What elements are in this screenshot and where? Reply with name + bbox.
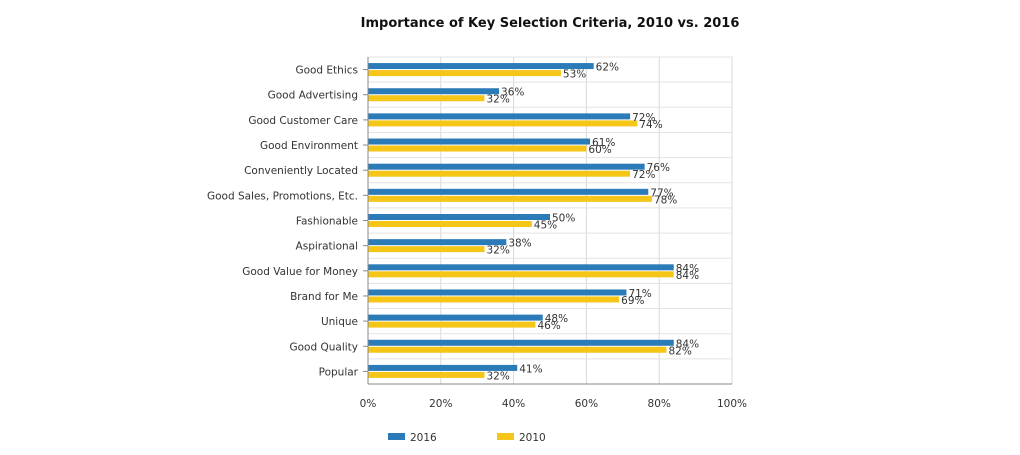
data-label-2010: 78%: [654, 194, 677, 206]
bar-2016: [368, 339, 674, 346]
data-label-2010: 74%: [639, 119, 662, 131]
data-label-2010: 32%: [486, 245, 509, 257]
bar-2010: [368, 170, 631, 177]
bar-2010: [368, 321, 536, 328]
x-axis: 0% 20% 40% 60% 80% 100%: [360, 57, 747, 410]
category-label: Aspirational: [296, 241, 358, 253]
x-tick-label: 100%: [717, 398, 747, 410]
data-label-2016: 41%: [519, 363, 542, 375]
data-label-2016: 50%: [552, 213, 575, 225]
category-label: Popular: [319, 366, 359, 378]
bar-2016: [368, 138, 591, 145]
data-label-2016: 77%: [650, 187, 673, 199]
legend-label-2010: 2010: [519, 432, 546, 444]
category-label: Good Environment: [260, 140, 358, 152]
category-label: Brand for Me: [290, 291, 358, 303]
data-label-2010: 72%: [632, 169, 655, 181]
category-label: Fashionable: [296, 216, 358, 228]
data-label-2010: 82%: [668, 345, 691, 357]
bar-2010: [368, 346, 667, 353]
x-tick-label: 80%: [648, 398, 671, 410]
category-label: Unique: [321, 316, 358, 328]
labels: Good Ethics 62%53%Good Advertising 36%32%G…: [207, 62, 699, 383]
bar-2016: [368, 314, 543, 321]
category-label: Conveniently Located: [244, 165, 358, 177]
x-tick-label: 20%: [429, 398, 452, 410]
legend-swatch-2010: [497, 433, 514, 440]
data-label-2016: 36%: [501, 87, 524, 99]
data-label-2010: 32%: [486, 94, 509, 106]
x-tick-label: 40%: [502, 398, 525, 410]
category-label: Good Customer Care: [248, 115, 358, 127]
grid: [367, 56, 733, 385]
data-label-2016: 84%: [676, 338, 699, 350]
bar-2016: [368, 289, 627, 296]
data-label-2010: 32%: [486, 370, 509, 382]
bar-2016: [368, 214, 550, 220]
data-label-2016: 72%: [632, 112, 655, 124]
bar-2016: [368, 113, 631, 120]
category-label: Good Value for Money: [242, 266, 358, 278]
bar-2016: [368, 364, 518, 371]
legend-label-2016: 2016: [410, 432, 437, 444]
bar-2010: [368, 195, 652, 202]
bar-2010: [368, 145, 587, 152]
data-label-2016: 61%: [592, 137, 615, 149]
bar-2010: [368, 246, 485, 253]
bar-2010: [368, 221, 532, 227]
bar-2010: [368, 271, 674, 278]
bar-2016: [368, 163, 645, 170]
category-label: Good Advertising: [268, 90, 358, 102]
data-label-2010: 45%: [534, 220, 557, 232]
data-label-2016: 84%: [676, 263, 699, 275]
chart-title: Importance of Key Selection Criteria, 20…: [361, 16, 740, 31]
bar-2016: [368, 264, 674, 271]
bar-2010: [368, 296, 620, 303]
bar-2010: [368, 70, 561, 77]
bar-2016: [368, 239, 507, 246]
data-label-2010: 69%: [621, 295, 644, 307]
category-label: Good Ethics: [295, 65, 358, 77]
data-label-2016: 71%: [628, 288, 651, 300]
data-label-2016: 38%: [508, 238, 531, 250]
x-tick-label: 60%: [575, 398, 598, 410]
data-label-2010: 60%: [588, 144, 611, 156]
category-label: Good Sales, Promotions, Etc.: [207, 190, 358, 202]
data-label-2016: 76%: [647, 162, 670, 174]
bar-2010: [368, 95, 485, 102]
legend: 2016 2010: [388, 432, 546, 444]
bar-2016: [368, 188, 649, 195]
data-label-2010: 53%: [563, 69, 586, 81]
x-tick-label: 0%: [360, 398, 377, 410]
data-label-2016: 62%: [596, 62, 619, 74]
bars: [368, 63, 674, 378]
bar-2016: [368, 88, 500, 95]
bar-2010: [368, 371, 485, 378]
data-label-2010: 84%: [676, 270, 699, 282]
legend-swatch-2016: [388, 433, 405, 440]
category-label: Good Quality: [289, 341, 358, 353]
data-label-2016: 48%: [545, 313, 568, 325]
bar-2016: [368, 63, 594, 70]
data-label-2010: 46%: [537, 320, 560, 332]
bar-2010: [368, 120, 638, 127]
